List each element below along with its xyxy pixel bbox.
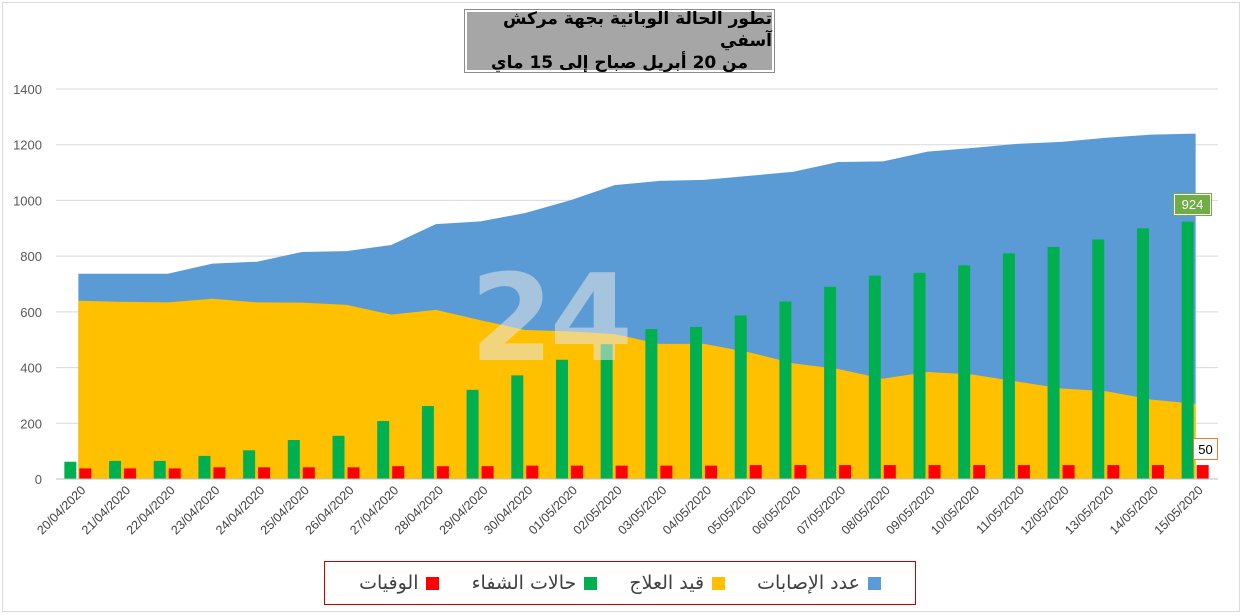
bar-recovered [287,440,300,479]
bar-deaths [213,467,226,479]
bar-deaths [168,468,181,479]
bar-recovered [824,286,837,479]
bar-deaths [347,467,360,479]
bar-deaths [392,466,405,479]
bar-deaths [436,466,449,479]
y-tick-label: 600 [20,305,42,320]
watermark-logo: 24 [470,250,633,389]
bar-recovered [64,461,77,479]
bar-deaths [1107,465,1120,479]
bar-recovered [600,344,613,479]
x-tick-label: 15/05/2020 [1152,483,1206,537]
legend-swatch-under-treatment [712,576,726,590]
bar-deaths [660,465,673,479]
bar-series [64,221,1209,479]
bar-recovered [958,265,971,479]
y-tick-label: 1000 [13,193,42,208]
bar-recovered [243,450,256,479]
legend-swatch-recovered [584,576,598,590]
y-axis: 0 200 400 600 800 1000 1200 1400 [13,82,42,487]
bar-deaths [258,467,271,479]
bar-recovered [645,329,658,479]
bar-deaths [928,465,941,479]
bar-recovered [913,272,926,479]
data-label-recovered-last: 924 [1173,193,1212,216]
bar-recovered [421,406,434,479]
y-tick-label: 1200 [13,138,42,153]
bar-deaths [124,468,137,479]
legend-label-deaths: الوفيات [359,572,419,594]
chart-title-line1: تطور الحالة الوبائية بجهة مركش آسفي [502,9,772,51]
bar-deaths [302,467,315,479]
y-tick-label: 200 [20,416,42,431]
y-tick-label: 800 [20,249,42,264]
bar-recovered [377,421,390,479]
bar-deaths [1196,465,1209,479]
bar-deaths [79,468,92,479]
bar-deaths [794,465,807,479]
bar-recovered [109,460,122,479]
bar-deaths [1017,465,1030,479]
bar-recovered [1047,246,1060,479]
legend-item-deaths: الوفيات [359,572,440,594]
y-tick-label: 0 [35,472,42,487]
bar-recovered [198,455,211,479]
legend-label-cases: عدد الإصابات [757,572,860,594]
bar-recovered [1181,221,1194,479]
bar-recovered [511,375,524,479]
bar-recovered [153,460,166,479]
bar-recovered [1136,228,1149,479]
y-tick-label: 1400 [13,82,42,97]
bar-deaths [481,466,494,479]
bar-recovered [779,301,792,479]
legend-label-under-treatment: قيد العلاج [629,572,705,594]
bar-deaths [615,465,628,479]
bar-deaths [705,465,718,479]
bar-recovered [466,389,479,479]
bar-recovered [1002,253,1015,479]
area-series [78,133,1196,480]
bar-recovered [690,326,703,479]
chart-title: تطور الحالة الوبائية بجهة مركش آسفي من 2… [464,9,775,73]
data-label-deaths-last: 50 [1193,438,1218,460]
legend-item-cases: عدد الإصابات [757,572,881,594]
chart-title-line2: من 20 أبريل صباح إلى 15 ماي [491,53,748,73]
bar-recovered [1092,239,1105,479]
bar-deaths [973,465,986,479]
bar-deaths [570,465,583,479]
legend-swatch-cases [867,576,881,590]
bar-deaths [749,465,762,479]
legend-label-recovered: حالات الشفاء [471,572,577,594]
bar-recovered [734,315,747,479]
chart-legend: عدد الإصابات قيد العلاج حالات الشفاء الو… [324,561,916,605]
y-tick-label: 400 [20,361,42,376]
bar-recovered [555,359,568,479]
x-tick-label: 10/05/2020 [928,483,982,537]
legend-swatch-deaths [426,576,440,590]
bar-deaths [1062,465,1075,479]
bar-deaths [1151,465,1164,479]
legend-item-recovered: حالات الشفاء [472,572,598,594]
bar-deaths [839,465,852,479]
bar-deaths [883,465,896,479]
bar-deaths [526,465,539,479]
x-axis: 20/04/202021/04/202022/04/202023/04/2020… [34,478,1218,537]
bar-recovered [332,435,345,479]
legend-item-under-treatment: قيد العلاج [629,572,726,594]
bar-recovered [868,275,881,479]
